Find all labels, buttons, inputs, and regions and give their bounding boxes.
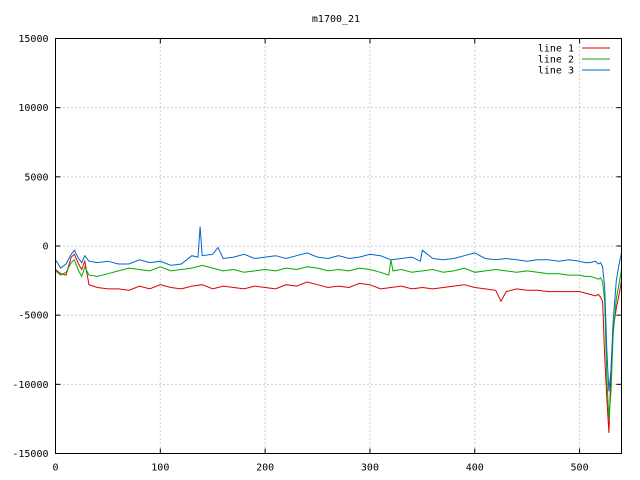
x-tick-label: 300 bbox=[361, 463, 379, 474]
y-tick-label: 10000 bbox=[18, 103, 48, 114]
axes: -15000 -10000 -5000 0 5000 10000 15000 0 100 200 3… bbox=[12, 34, 622, 474]
chart-title: m1700_21 bbox=[312, 14, 360, 25]
y-tick-label: -5000 bbox=[18, 311, 48, 322]
x-tick-label: 500 bbox=[571, 463, 589, 474]
series-layer bbox=[55, 226, 622, 433]
x-tick-label: 200 bbox=[256, 463, 274, 474]
y-tick-label: -15000 bbox=[12, 449, 48, 460]
legend-label: line 1 bbox=[538, 44, 574, 55]
y-tick-label: 0 bbox=[42, 242, 48, 253]
x-tick-label: 0 bbox=[52, 463, 58, 474]
series-line-3 bbox=[55, 226, 622, 392]
series-line-2 bbox=[55, 258, 622, 419]
legend-label: line 3 bbox=[538, 66, 574, 77]
x-tick-label: 100 bbox=[151, 463, 169, 474]
grid bbox=[55, 38, 622, 454]
series-line-1 bbox=[55, 253, 622, 433]
y-tick-label: 15000 bbox=[18, 34, 48, 45]
y-tick-label: 5000 bbox=[24, 172, 48, 183]
y-tick-label: -10000 bbox=[12, 380, 48, 391]
legend-label: line 2 bbox=[538, 55, 574, 66]
x-tick-label: 400 bbox=[466, 463, 484, 474]
